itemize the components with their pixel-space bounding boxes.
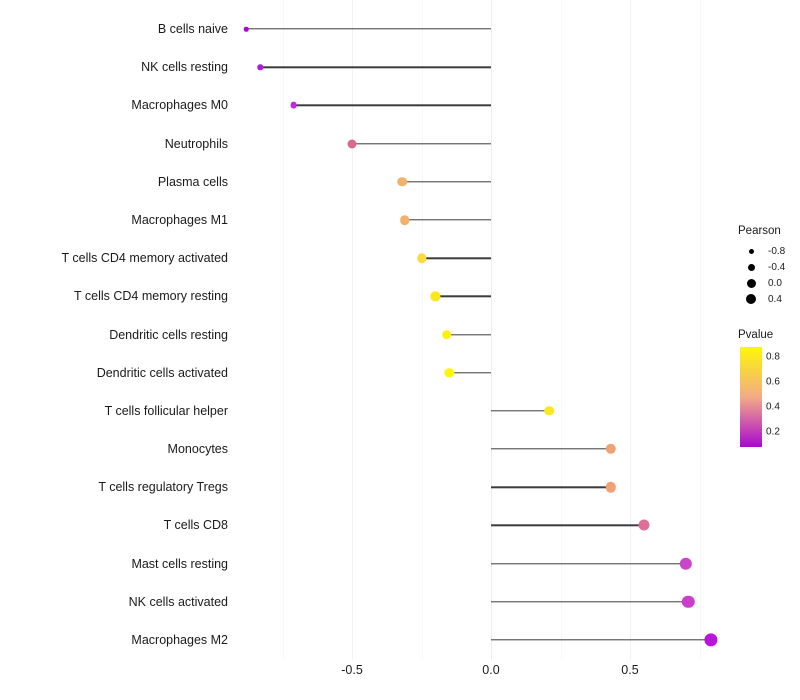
pearson-legend-entry: -0.4 — [738, 259, 800, 275]
gridline-minor — [699, 0, 701, 660]
pvalue-legend-title: Pvalue — [738, 329, 774, 341]
gridline-minor — [421, 0, 423, 660]
pearson-legend-entry: 0.0 — [738, 275, 800, 291]
category-label: B cells naive — [157, 21, 228, 36]
pvalue-colorbar — [740, 347, 762, 447]
category-label: Macrophages M2 — [131, 632, 228, 647]
lollipop-point[interactable] — [244, 26, 249, 32]
gridline-minor — [560, 0, 562, 660]
category-label: NK cells resting — [141, 59, 228, 74]
gridline-minor — [282, 0, 284, 660]
lollipop-point[interactable] — [430, 291, 440, 301]
category-label: Macrophages M1 — [131, 212, 228, 227]
legend-panel: Pearson -0.8 -0.4 0.0 0.4 Pvalue 0.8 0.6 0.4 0… — [738, 225, 800, 447]
lollipop-point[interactable] — [441, 329, 452, 340]
lollipop-point[interactable] — [290, 101, 298, 109]
lollipop-stem — [293, 104, 491, 107]
pearson-legend-dot — [738, 278, 764, 288]
lollipop-stem — [491, 486, 611, 488]
category-label: Plasma cells — [157, 174, 228, 189]
category-label: T cells follicular helper — [104, 403, 228, 418]
category-label: T cells CD4 memory resting — [74, 289, 228, 304]
lollipop-stem — [260, 66, 491, 68]
lollipop-point[interactable] — [638, 519, 650, 531]
lollipop-stem — [449, 371, 491, 374]
colorbar-tick-label: 0.2 — [766, 426, 780, 438]
plot-area — [228, 0, 730, 660]
category-label: Monocytes — [167, 441, 228, 456]
pearson-legend-title: Pearson — [738, 225, 781, 237]
colorbar-tick-label: 0.4 — [766, 401, 780, 413]
lollipop-stem — [402, 181, 491, 183]
colorbar-tick-label: 0.8 — [766, 351, 780, 363]
lollipop-stem — [491, 601, 689, 603]
lollipop-stem — [421, 257, 491, 259]
lollipop-stem — [435, 295, 491, 298]
lollipop-stem — [352, 142, 491, 145]
pearson-legend-label: 0.4 — [768, 293, 782, 305]
category-label: T cells CD8 — [163, 518, 228, 533]
x-axis-tick-label: -0.5 — [341, 663, 363, 677]
lollipop-stem — [491, 639, 711, 641]
pearson-legend-label: -0.4 — [768, 261, 786, 273]
lollipop-stem — [491, 410, 550, 412]
lollipop-point[interactable] — [416, 253, 427, 263]
lollipop-point[interactable] — [444, 367, 454, 378]
lollipop-point[interactable] — [400, 215, 410, 225]
lollipop-stem — [491, 562, 686, 565]
category-label: T cells CD4 memory activated — [61, 250, 229, 265]
category-axis-labels: B cells naive NK cells resting Macrophages… — [0, 0, 229, 700]
lollipop-point[interactable] — [257, 64, 263, 70]
lollipop-point[interactable] — [347, 139, 357, 149]
category-label: Neutrophils — [164, 136, 228, 151]
colorbar-tick-label: 0.6 — [766, 376, 780, 388]
pearson-size-legend: Pearson -0.8 -0.4 0.0 0.4 — [738, 225, 800, 307]
colorbar-wrapper: 0.8 0.6 0.4 0.2 — [738, 347, 798, 447]
lollipop-point[interactable] — [397, 176, 407, 187]
x-axis-tick-label: 0.0 — [482, 663, 500, 677]
lollipop-stem — [404, 219, 491, 221]
pearson-legend-label: 0.0 — [768, 277, 782, 289]
lollipop-point[interactable] — [605, 482, 616, 493]
x-axis-tick-label: 0.5 — [621, 663, 639, 677]
pvalue-colorbar-legend: Pvalue 0.8 0.6 0.4 0.2 — [738, 329, 800, 447]
category-label: Macrophages M0 — [131, 98, 228, 113]
gridline — [352, 0, 353, 660]
gridline — [491, 0, 492, 660]
lollipop-point[interactable] — [605, 443, 616, 455]
pearson-legend-entries: -0.8 -0.4 0.0 0.4 — [738, 243, 800, 307]
pearson-legend-dot — [738, 263, 764, 271]
lollipop-point[interactable] — [544, 406, 555, 416]
pearson-legend-label: -0.8 — [768, 245, 786, 257]
lollipop-stem — [491, 524, 644, 527]
category-label: Mast cells resting — [131, 556, 228, 571]
lollipop-point[interactable] — [704, 633, 718, 647]
pearson-legend-entry: -0.8 — [738, 243, 800, 259]
lollipop-point[interactable] — [679, 557, 692, 570]
lollipop-point[interactable] — [682, 595, 695, 609]
pearson-legend-entry: 0.4 — [738, 291, 800, 307]
category-label: NK cells activated — [128, 594, 228, 609]
lollipop-stem — [246, 28, 491, 30]
lollipop-stem — [446, 333, 491, 336]
category-label: T cells regulatory Tregs — [98, 480, 228, 494]
gridline — [630, 0, 631, 660]
lollipop-stem — [491, 448, 611, 450]
category-label: Dendritic cells resting — [109, 327, 228, 342]
category-label: Dendritic cells activated — [96, 365, 228, 380]
pearson-legend-dot — [738, 248, 764, 254]
pearson-legend-dot — [738, 293, 764, 305]
